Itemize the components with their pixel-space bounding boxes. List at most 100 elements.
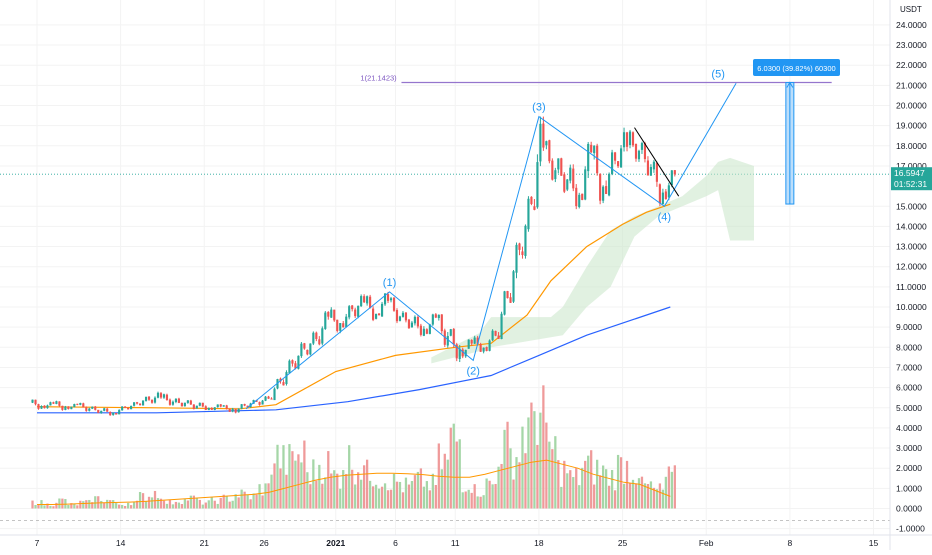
candle-body[interactable] xyxy=(82,403,85,408)
candle-body[interactable] xyxy=(228,408,231,412)
candle-body[interactable] xyxy=(210,407,213,410)
candle-body[interactable] xyxy=(192,404,195,409)
candle-body[interactable] xyxy=(103,408,106,411)
candle-body[interactable] xyxy=(557,158,560,170)
candle-body[interactable] xyxy=(109,412,112,416)
candle-body[interactable] xyxy=(231,408,234,412)
candle-body[interactable] xyxy=(401,312,405,317)
candle-body[interactable] xyxy=(410,322,414,328)
candle-body[interactable] xyxy=(640,143,644,150)
candle-body[interactable] xyxy=(637,150,641,160)
candle-body[interactable] xyxy=(318,339,321,345)
candle-body[interactable] xyxy=(479,344,482,352)
candle-body[interactable] xyxy=(156,392,160,398)
candle-body[interactable] xyxy=(333,309,336,321)
candle-body[interactable] xyxy=(144,396,148,401)
candle-body[interactable] xyxy=(195,405,198,409)
candle-body[interactable] xyxy=(345,316,348,327)
candle-body[interactable] xyxy=(655,162,658,182)
candle-body[interactable] xyxy=(622,132,626,148)
candle-body[interactable] xyxy=(288,360,291,374)
candle-body[interactable] xyxy=(130,405,133,410)
elliott-waves[interactable]: (1) (2) (3) (4) (5) xyxy=(245,68,737,410)
wave-path[interactable] xyxy=(245,83,737,410)
candle-body[interactable] xyxy=(216,404,219,408)
candle-body[interactable] xyxy=(369,296,372,309)
candle-body[interactable] xyxy=(476,337,479,344)
candle-body[interactable] xyxy=(189,400,192,405)
candle-body[interactable] xyxy=(91,406,94,409)
candle-body[interactable] xyxy=(509,297,512,303)
candle-body[interactable] xyxy=(503,291,506,315)
candle-body[interactable] xyxy=(225,405,228,409)
candle-body[interactable] xyxy=(67,406,70,410)
candle-body[interactable] xyxy=(261,400,264,405)
candle-body[interactable] xyxy=(404,312,408,321)
candle-body[interactable] xyxy=(330,309,333,318)
candle-body[interactable] xyxy=(138,403,142,406)
candle-body[interactable] xyxy=(324,312,327,329)
candle-body[interactable] xyxy=(524,225,527,256)
trend-line[interactable] xyxy=(634,127,680,197)
candle-body[interactable] xyxy=(70,406,73,410)
candle-body[interactable] xyxy=(147,396,151,400)
candle-body[interactable] xyxy=(312,332,315,344)
candle-body[interactable] xyxy=(165,394,169,400)
candle-body[interactable] xyxy=(593,145,596,154)
candle-body[interactable] xyxy=(452,328,455,345)
candle-body[interactable] xyxy=(300,343,303,357)
candle-body[interactable] xyxy=(159,393,163,398)
candle-body[interactable] xyxy=(428,324,431,334)
candle-body[interactable] xyxy=(599,173,602,201)
candle-body[interactable] xyxy=(602,186,605,201)
candle-body[interactable] xyxy=(548,140,551,162)
candle-body[interactable] xyxy=(204,406,207,410)
candle-body[interactable] xyxy=(46,405,49,409)
candle-body[interactable] xyxy=(58,401,61,406)
price-range-measure[interactable]: 6.0300 (39.82%) 60300 xyxy=(753,59,840,205)
candle-body[interactable] xyxy=(183,402,186,407)
candle-body[interactable] xyxy=(342,323,345,328)
candle-body[interactable] xyxy=(121,406,124,411)
candle-body[interactable] xyxy=(560,158,563,176)
candle-body[interactable] xyxy=(587,144,590,172)
candle-body[interactable] xyxy=(652,161,655,170)
candle-body[interactable] xyxy=(177,398,180,403)
candle-body[interactable] xyxy=(419,325,422,335)
candle-body[interactable] xyxy=(488,340,491,351)
candle-body[interactable] xyxy=(34,399,37,405)
candle-body[interactable] xyxy=(162,394,166,398)
candle-body[interactable] xyxy=(422,328,425,336)
candle-body[interactable] xyxy=(282,382,285,386)
candle-body[interactable] xyxy=(207,407,210,411)
candle-body[interactable] xyxy=(407,319,411,329)
candle-body[interactable] xyxy=(31,399,34,403)
candle-body[interactable] xyxy=(306,349,309,355)
candle-body[interactable] xyxy=(515,244,518,273)
candle-body[interactable] xyxy=(521,251,524,256)
candle-body[interactable] xyxy=(398,316,402,321)
candle-body[interactable] xyxy=(127,407,130,410)
candle-body[interactable] xyxy=(446,335,449,346)
candle-body[interactable] xyxy=(667,185,670,198)
candle-body[interactable] xyxy=(366,296,369,304)
candle-body[interactable] xyxy=(670,170,673,186)
candle-body[interactable] xyxy=(551,160,554,180)
candle-body[interactable] xyxy=(64,406,67,410)
candle-body[interactable] xyxy=(569,167,572,181)
candle-body[interactable] xyxy=(389,298,393,301)
candle-body[interactable] xyxy=(649,167,653,176)
candle-body[interactable] xyxy=(646,160,650,176)
candle-body[interactable] xyxy=(40,406,43,409)
candle-body[interactable] xyxy=(661,192,664,205)
candle-body[interactable] xyxy=(530,196,533,204)
candle-body[interactable] xyxy=(434,314,437,318)
candle-body[interactable] xyxy=(252,400,255,404)
candle-body[interactable] xyxy=(634,144,638,159)
candle-body[interactable] xyxy=(616,161,620,167)
candle-body[interactable] xyxy=(321,328,324,344)
candle-body[interactable] xyxy=(619,148,623,168)
candle-body[interactable] xyxy=(240,404,243,409)
candle-body[interactable] xyxy=(494,330,497,336)
